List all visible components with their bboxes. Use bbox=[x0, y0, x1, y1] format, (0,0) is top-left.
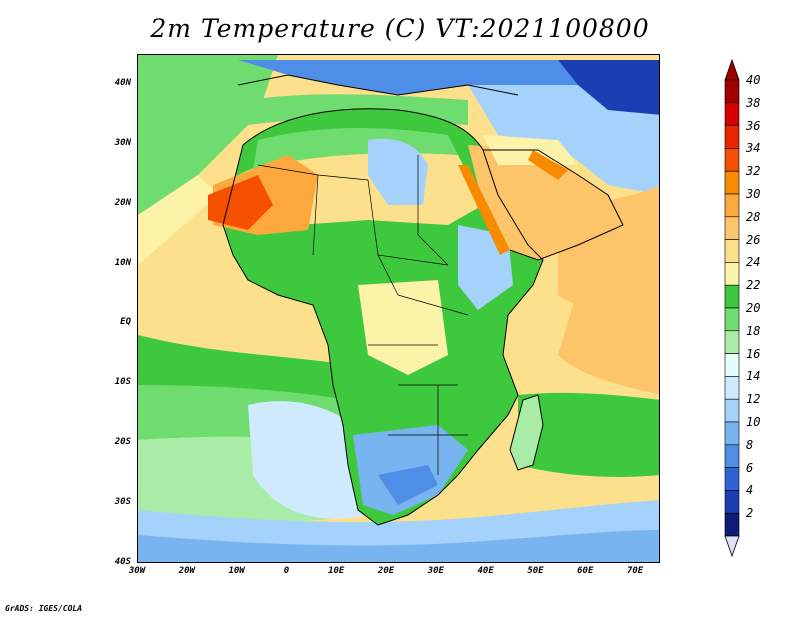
southern-africa-cold bbox=[378, 465, 438, 505]
colorbar-label: 18 bbox=[746, 323, 761, 338]
credit-text: GrADS: IGES/COLA bbox=[5, 604, 83, 613]
colorbar-swatch bbox=[724, 490, 740, 514]
colorbar-label: 24 bbox=[746, 255, 761, 270]
lon-tick-label: 30E bbox=[427, 566, 444, 576]
colorbar-label: 40 bbox=[746, 73, 761, 87]
colorbar-label: 38 bbox=[746, 95, 761, 110]
colorbar-swatch bbox=[724, 193, 740, 218]
colorbar-bottom-arrow bbox=[724, 535, 740, 558]
persian-gulf bbox=[528, 150, 568, 180]
colorbar-label: 14 bbox=[746, 369, 761, 384]
southern-ocean-2 bbox=[138, 530, 659, 562]
south-atlantic-cold-tongue bbox=[248, 401, 368, 519]
north-atlantic-warm bbox=[138, 175, 218, 265]
colorbar-label: 36 bbox=[746, 118, 761, 133]
colorbar bbox=[724, 58, 740, 558]
colorbar-label: 4 bbox=[746, 483, 754, 498]
lon-tick-label: 0 bbox=[283, 566, 290, 576]
lat-tick-label: 40N bbox=[114, 77, 131, 88]
lon-tick-label: 10W bbox=[228, 566, 245, 576]
colorbar-label: 16 bbox=[746, 346, 761, 361]
central-africa-warm bbox=[358, 280, 448, 375]
colorbar-label: 20 bbox=[746, 301, 761, 315]
lon-tick-label: 50E bbox=[527, 566, 544, 576]
colorbar-swatch bbox=[724, 421, 740, 446]
colorbar-swatch bbox=[724, 512, 740, 537]
lon-tick-label: 20W bbox=[178, 566, 195, 576]
country-borders bbox=[257, 155, 469, 475]
lat-tick-label: 30N bbox=[114, 137, 131, 148]
lon-tick-label: 30W bbox=[128, 566, 146, 576]
lat-tick-label: 20N bbox=[114, 197, 131, 208]
europe-coastline bbox=[237, 74, 519, 96]
lon-tick-label: 60E bbox=[577, 566, 594, 576]
colorbar-swatch bbox=[724, 216, 740, 240]
iran-cold bbox=[558, 60, 659, 115]
lat-tick-label: 10N bbox=[114, 257, 131, 268]
colorbar-label: 28 bbox=[746, 209, 761, 224]
colorbar-label: 32 bbox=[746, 164, 761, 179]
lon-tick-label: 40E bbox=[477, 566, 494, 576]
colorbar-swatch bbox=[724, 148, 740, 172]
colorbar-label: 2 bbox=[746, 506, 754, 521]
colorbar-swatch bbox=[724, 262, 740, 286]
lat-tick-label: 10S bbox=[114, 377, 131, 388]
colorbar-swatch bbox=[724, 330, 740, 354]
colorbar-swatch bbox=[724, 376, 740, 400]
middle-east-cool bbox=[468, 85, 659, 195]
colorbar-label: 10 bbox=[746, 415, 761, 429]
colorbar-swatch bbox=[724, 102, 740, 126]
colorbar-label: 8 bbox=[746, 437, 754, 452]
lon-tick-label: 70E bbox=[626, 566, 644, 576]
temperature-map bbox=[138, 55, 659, 562]
map-title: 2m Temperature (C) VT:2021100800 bbox=[150, 14, 650, 43]
colorbar-top-arrow bbox=[724, 58, 740, 81]
colorbar-label: 30 bbox=[746, 187, 761, 201]
madagascar-coastline bbox=[509, 394, 544, 471]
colorbar-label: 34 bbox=[746, 141, 761, 156]
arabian-sea bbox=[558, 185, 659, 317]
colorbar-swatch bbox=[724, 398, 740, 423]
colorbar-swatch bbox=[724, 79, 740, 104]
mauritania-hottest bbox=[208, 175, 273, 230]
colorbar-swatch bbox=[724, 353, 740, 377]
north-atlantic-region bbox=[138, 55, 278, 215]
madagascar bbox=[510, 395, 543, 470]
lat-tick-label: 20S bbox=[114, 437, 131, 448]
lat-tick-label: 30S bbox=[114, 497, 131, 508]
red-sea bbox=[458, 165, 510, 255]
lat-tick-label: 40S bbox=[114, 557, 131, 567]
lat-tick-label: EQ bbox=[120, 317, 131, 328]
sahara-central-cool bbox=[368, 138, 428, 205]
colorbar-swatch bbox=[724, 307, 740, 332]
colorbar-swatch bbox=[724, 170, 740, 195]
indian-ocean-band bbox=[518, 392, 659, 477]
colorbar-swatch bbox=[724, 125, 740, 149]
lon-tick-label: 10E bbox=[328, 566, 345, 576]
colorbar-label: 6 bbox=[746, 460, 754, 475]
sahara-north-green bbox=[253, 128, 458, 170]
colorbar-swatch bbox=[724, 239, 740, 263]
colorbar-swatch bbox=[724, 444, 740, 468]
lon-tick-label: 20E bbox=[377, 566, 395, 576]
colorbar-label: 12 bbox=[746, 392, 761, 407]
colorbar-label: 22 bbox=[746, 278, 761, 293]
colorbar-swatch bbox=[724, 467, 740, 491]
africa-coastline bbox=[222, 108, 544, 526]
arabia-coastline bbox=[483, 149, 624, 261]
colorbar-swatch bbox=[724, 284, 740, 309]
colorbar-label: 26 bbox=[746, 232, 761, 247]
map-panel bbox=[137, 54, 660, 563]
